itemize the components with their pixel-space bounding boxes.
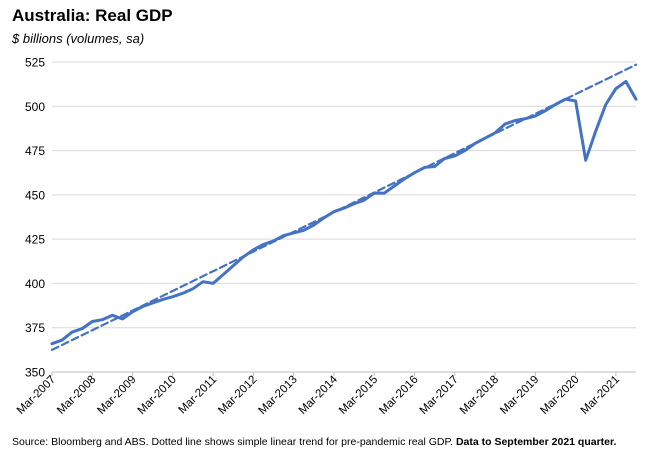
x-tick-label: Mar-2015 (337, 374, 380, 417)
x-tick-label: Mar-2018 (458, 374, 501, 417)
series (50, 63, 638, 351)
chart-title: Australia: Real GDP (12, 6, 173, 25)
y-tick-label: 375 (25, 321, 45, 335)
x-tick-label: Mar-2019 (498, 374, 541, 417)
y-tick-label: 450 (25, 188, 45, 202)
x-tick-label: Mar-2017 (418, 374, 461, 417)
x-tick-label: Mar-2011 (177, 374, 220, 417)
y-tick-label: 425 (25, 233, 45, 247)
x-tick-label: Mar-2014 (297, 373, 341, 417)
y-tick-label: 500 (25, 100, 45, 114)
gdp-line (50, 80, 638, 346)
footer-data-note: Data to September 2021 quarter. (455, 436, 617, 448)
x-tick-label: Mar-2010 (136, 374, 179, 417)
gridlines (52, 61, 636, 329)
x-tick-label: Mar-2009 (95, 374, 138, 417)
y-tick-label: 475 (25, 144, 45, 158)
x-tick-label: Mar-2007 (15, 374, 58, 417)
x-tick-label: Mar-2020 (538, 374, 581, 417)
x-tick-label: Mar-2021 (579, 374, 622, 417)
x-tick-label: Mar-2016 (377, 374, 420, 417)
x-tick-label: Mar-2013 (256, 374, 299, 417)
y-tick-label: 400 (25, 277, 45, 291)
y-tick-label: 350 (25, 366, 45, 380)
trend-line (50, 63, 638, 351)
chart-subtitle: $ billions (volumes, sa) (12, 31, 145, 46)
x-tick-label: Mar-2008 (55, 374, 98, 417)
footer-note: Source: Bloomberg and ABS. Dotted line s… (12, 436, 616, 448)
footer-source: Source: Bloomberg and ABS. Dotted line s… (12, 436, 454, 448)
x-tick-label: Mar-2012 (216, 374, 259, 417)
y-tick-label: 525 (25, 56, 45, 70)
